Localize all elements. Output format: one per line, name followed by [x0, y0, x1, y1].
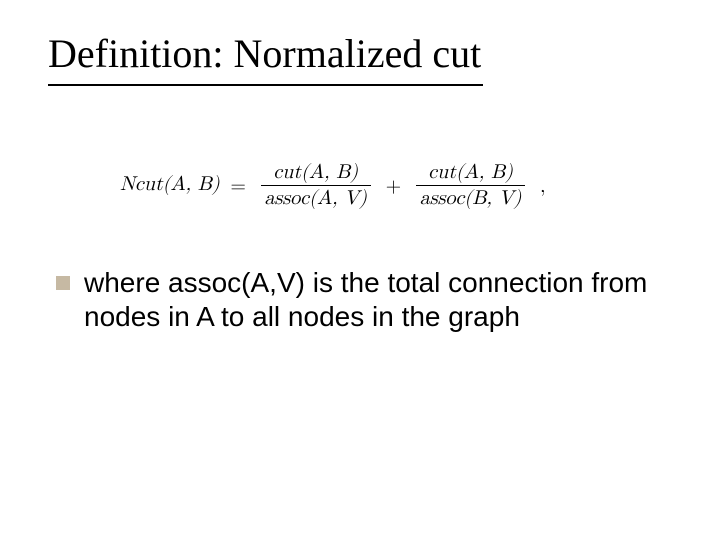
fraction-2-denominator: assoc(B, V) — [416, 186, 526, 211]
fraction-1-denominator: assoc(A, V) — [261, 186, 371, 211]
plus-sign: + — [382, 174, 406, 198]
ncut-formula: Ncut(A, B) = cut(A, B) assoc(A, V) + cut… — [120, 160, 550, 211]
bullet-item: where assoc(A,V) is the total connection… — [56, 266, 676, 334]
fraction-2-numerator: cut(A, B) — [416, 160, 526, 186]
fraction-1-numerator: cut(A, B) — [261, 160, 371, 186]
slide: Definition: Normalized cut Ncut(A, B) = … — [0, 0, 720, 540]
formula-fraction-2: cut(A, B) assoc(B, V) — [416, 160, 526, 211]
formula-lhs: Ncut(A, B) — [120, 174, 220, 194]
bullet-square-icon — [56, 276, 70, 290]
formula-trailing-comma: , — [536, 174, 550, 198]
title-underline — [48, 84, 483, 86]
slide-title: Definition: Normalized cut — [48, 30, 481, 77]
bullet-text: where assoc(A,V) is the total connection… — [84, 266, 676, 334]
formula-fraction-1: cut(A, B) assoc(A, V) — [261, 160, 371, 211]
equals-sign: = — [226, 174, 250, 198]
